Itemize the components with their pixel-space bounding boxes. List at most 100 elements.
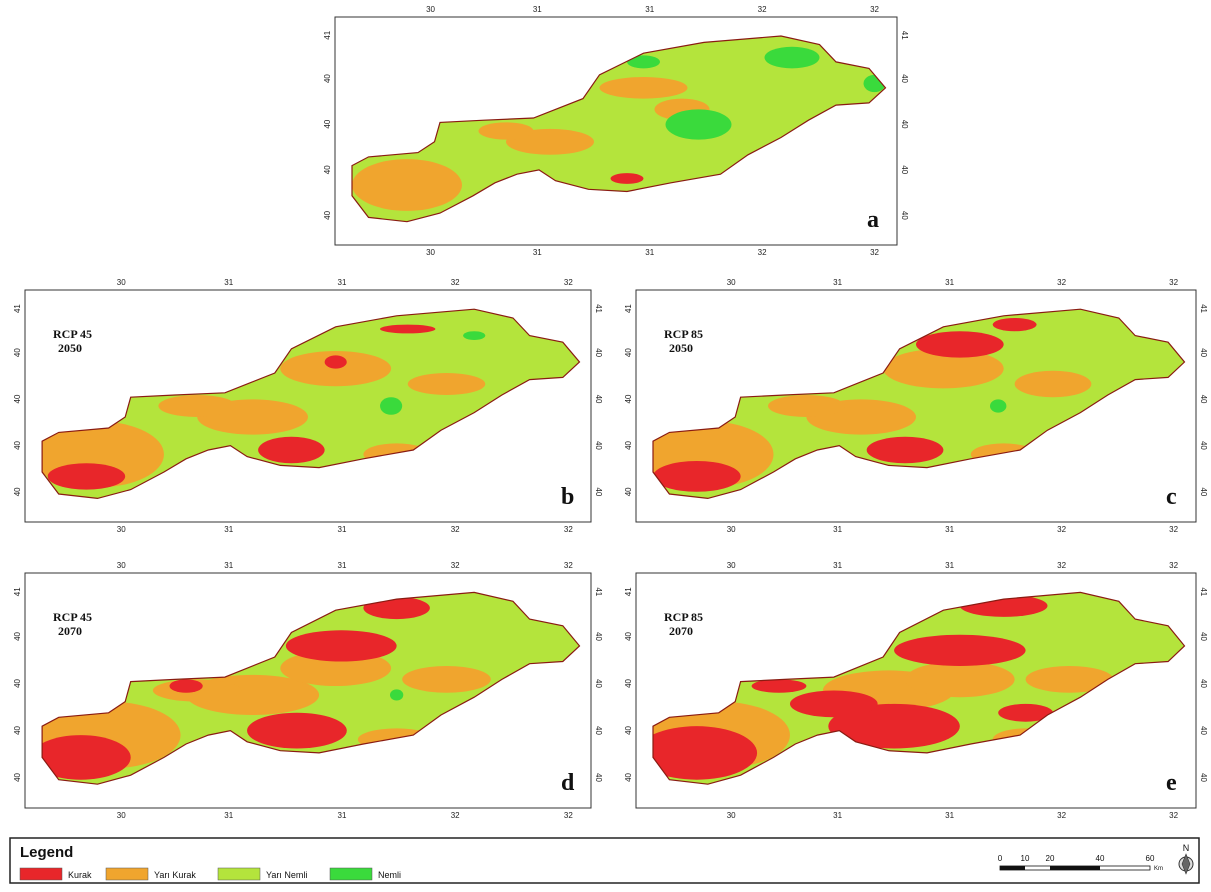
x-tick-label: 31 xyxy=(833,811,842,820)
x-tick-label: 31 xyxy=(338,811,347,820)
zone-nemli xyxy=(990,399,1006,412)
y-tick-label: 40 xyxy=(594,632,603,641)
y-tick-label: 40 xyxy=(594,726,603,735)
y-tick-label: 40 xyxy=(13,631,22,640)
zone-kurak xyxy=(48,463,126,489)
y-tick-label: 41 xyxy=(13,587,22,596)
x-tick-label: 32 xyxy=(451,561,460,570)
y-tick-label: 41 xyxy=(1199,587,1208,596)
x-tick-label: 31 xyxy=(645,248,654,257)
x-tick-label: 31 xyxy=(338,561,347,570)
zone-kurak xyxy=(916,331,1004,357)
y-tick-label: 40 xyxy=(323,74,332,83)
x-tick-label: 32 xyxy=(451,525,460,534)
y-tick-label: 40 xyxy=(13,487,22,496)
x-tick-label: 32 xyxy=(451,811,460,820)
year-label: 2050 xyxy=(58,341,82,355)
panel-letter: c xyxy=(1166,484,1177,510)
zone-yari-kurak xyxy=(600,77,688,99)
y-tick-label: 40 xyxy=(594,348,603,357)
legend-swatch xyxy=(330,868,372,880)
y-tick-label: 40 xyxy=(13,678,22,687)
x-tick-label: 30 xyxy=(426,5,435,14)
y-tick-label: 40 xyxy=(1199,726,1208,735)
y-tick-label: 40 xyxy=(624,394,633,403)
scenario-label: RCP 85 xyxy=(664,610,703,624)
legend-title: Legend xyxy=(20,844,73,861)
y-tick-label: 40 xyxy=(900,165,909,174)
zone-kurak xyxy=(894,635,1026,666)
zone-kurak xyxy=(286,630,397,661)
y-tick-label: 40 xyxy=(1199,632,1208,641)
zone-nemli xyxy=(463,331,485,340)
y-tick-label: 40 xyxy=(13,394,22,403)
zone-yari-kurak xyxy=(479,122,534,139)
scale-label: 20 xyxy=(1046,854,1055,863)
zone-kurak xyxy=(611,173,644,184)
y-tick-label: 40 xyxy=(624,678,633,687)
zone-kurak xyxy=(790,691,878,718)
y-tick-label: 40 xyxy=(900,211,909,220)
legend-swatch xyxy=(106,868,148,880)
y-tick-label: 40 xyxy=(624,725,633,734)
x-tick-label: 32 xyxy=(1057,525,1066,534)
y-tick-label: 40 xyxy=(594,395,603,404)
x-tick-label: 32 xyxy=(758,5,767,14)
panel-letter: b xyxy=(561,484,574,510)
y-tick-label: 40 xyxy=(1199,348,1208,357)
x-tick-label: 31 xyxy=(945,811,954,820)
scenario-label: RCP 45 xyxy=(53,610,92,624)
scale-label: 0 xyxy=(998,854,1003,863)
x-tick-label: 32 xyxy=(1057,811,1066,820)
scale-bar-fill xyxy=(1000,866,1025,870)
y-tick-label: 40 xyxy=(13,348,22,357)
x-tick-label: 31 xyxy=(645,5,654,14)
y-tick-label: 41 xyxy=(594,587,603,596)
x-tick-label: 32 xyxy=(1169,525,1178,534)
x-tick-label: 30 xyxy=(727,525,736,534)
figure: 30 31 31 32 32 30 31 31 32 32 41 40 40 40 40 41 40 40 40 40… xyxy=(0,0,1211,892)
y-tick-label: 40 xyxy=(323,119,332,128)
y-tick-label: 40 xyxy=(594,679,603,688)
zone-kurak xyxy=(653,461,741,492)
y-tick-label: 40 xyxy=(624,772,633,781)
zone-nemli xyxy=(666,109,732,139)
x-tick-label: 30 xyxy=(117,561,126,570)
y-tick-label: 40 xyxy=(624,631,633,640)
zone-yari-kurak xyxy=(905,662,1015,698)
y-tick-label: 40 xyxy=(13,440,22,449)
zone-kurak xyxy=(325,355,347,368)
x-tick-label: 31 xyxy=(533,248,542,257)
x-tick-label: 32 xyxy=(451,278,460,287)
y-tick-label: 41 xyxy=(323,30,332,39)
zone-kurak xyxy=(993,318,1037,331)
y-tick-label: 40 xyxy=(1199,441,1208,450)
x-tick-label: 32 xyxy=(564,525,573,534)
legend-label: Nemli xyxy=(378,870,401,880)
scenario-label: RCP 45 xyxy=(53,327,92,341)
scale-label: 10 xyxy=(1021,854,1030,863)
x-tick-label: 32 xyxy=(1169,811,1178,820)
zone-kurak xyxy=(258,437,324,463)
x-tick-label: 32 xyxy=(564,278,573,287)
x-tick-label: 32 xyxy=(564,561,573,570)
year-label: 2050 xyxy=(669,341,693,355)
x-tick-label: 32 xyxy=(1057,561,1066,570)
y-tick-label: 40 xyxy=(1199,487,1208,496)
scenario-label: RCP 85 xyxy=(664,327,703,341)
year-label: 2070 xyxy=(669,624,693,638)
x-tick-label: 31 xyxy=(224,525,233,534)
x-tick-label: 30 xyxy=(426,248,435,257)
zone-nemli xyxy=(765,47,820,69)
zone-yari-kurak xyxy=(402,666,491,693)
zone-yari-kurak xyxy=(158,395,236,417)
zone-yari-kurak xyxy=(352,159,462,211)
y-tick-label: 41 xyxy=(594,304,603,313)
zone-kurak xyxy=(247,713,347,749)
x-tick-label: 31 xyxy=(224,561,233,570)
y-tick-label: 40 xyxy=(13,772,22,781)
legend-label: Kurak xyxy=(68,870,92,880)
x-tick-label: 31 xyxy=(224,811,233,820)
scale-bar-fill xyxy=(1050,866,1100,870)
x-tick-label: 30 xyxy=(117,525,126,534)
